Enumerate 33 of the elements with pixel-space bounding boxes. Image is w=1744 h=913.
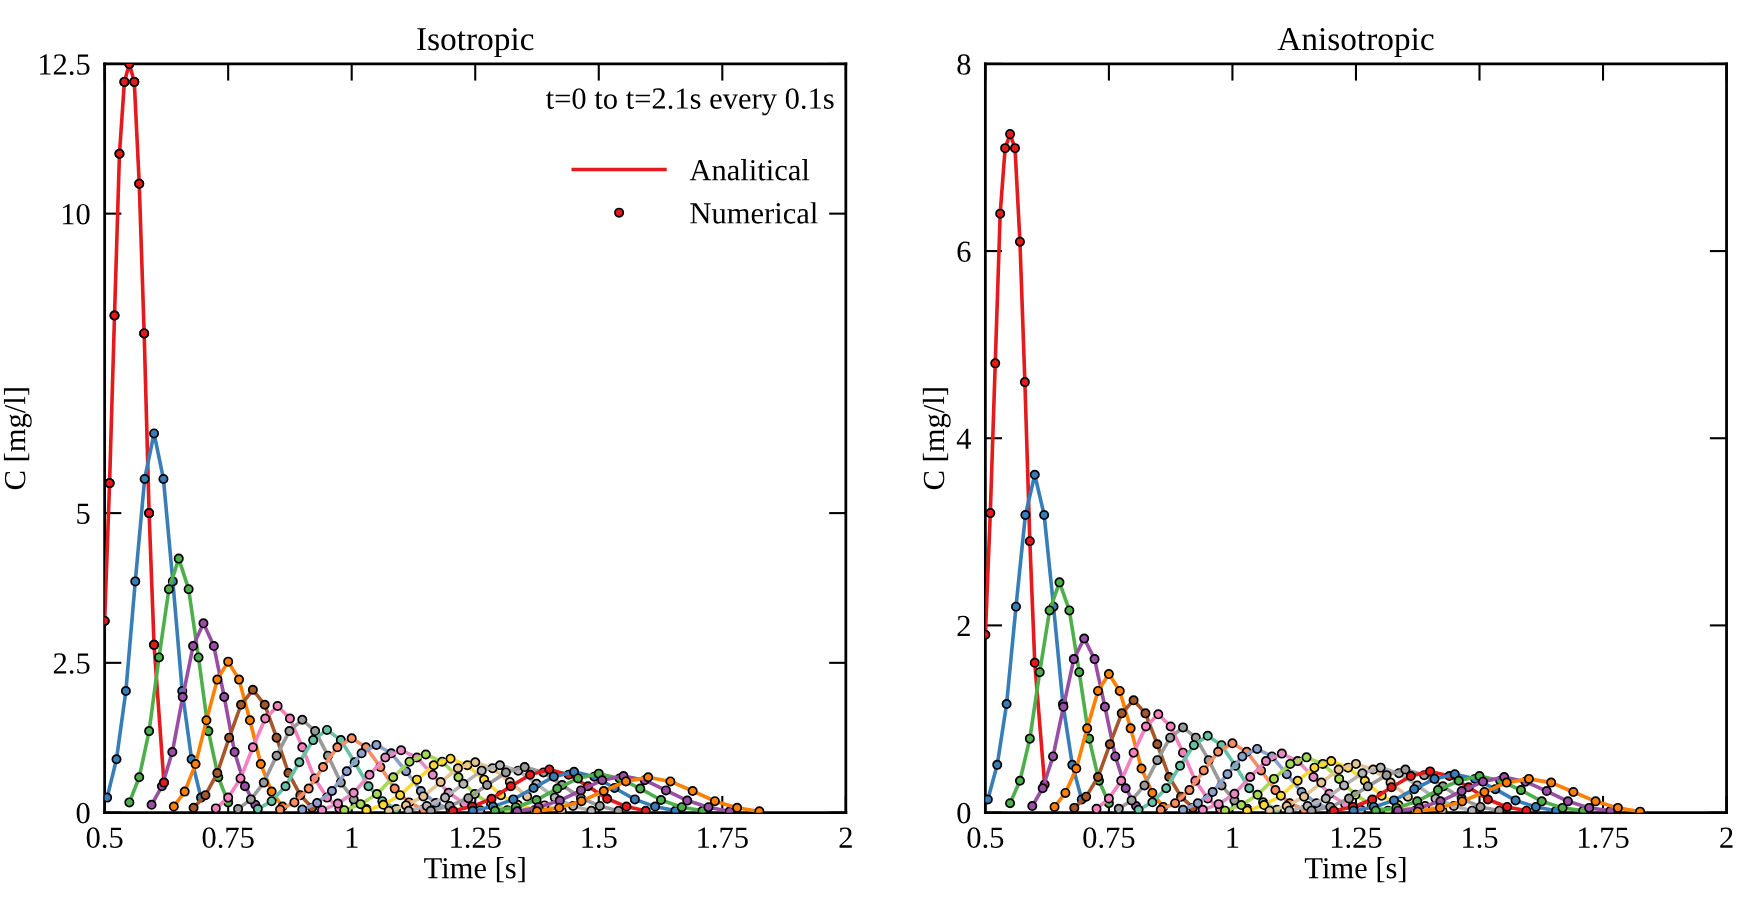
- x-tick-label: 0.75: [202, 827, 254, 849]
- x-tick-label: 1: [346, 827, 358, 848]
- x-tick-label: 2: [1720, 827, 1733, 848]
- y-tick-label: 5: [77, 503, 90, 525]
- y-axis-title: C [mg/l]: [3, 388, 32, 490]
- y-tick-label: 12.5: [39, 54, 90, 75]
- x-axis-title: Time [s]: [424, 856, 525, 883]
- y-axis-title: C [mg/l]: [922, 388, 951, 490]
- y-tick-label: 10: [62, 203, 90, 225]
- y-tick-label: 8: [957, 54, 971, 75]
- x-tick-label: 1.25: [451, 827, 501, 849]
- legend-label: Analitical: [689, 158, 810, 181]
- y-tick-label: 6: [957, 241, 971, 262]
- chart-title: Anisotropic: [1277, 27, 1434, 58]
- x-tick-label: 0.5: [86, 827, 123, 849]
- x-tick-label: 1.75: [698, 827, 748, 849]
- x-axis-title: Time [s]: [1304, 856, 1406, 883]
- x-tick-label: 1.25: [1331, 827, 1382, 849]
- x-tick-label: 1: [1227, 827, 1239, 848]
- x-tick-label: 0.5: [967, 827, 1004, 849]
- x-tick-label: 1.5: [1463, 827, 1498, 849]
- x-tick-label: 1.75: [1578, 827, 1629, 849]
- y-tick-label: 0: [76, 802, 90, 824]
- y-tick-label: 2: [957, 615, 970, 637]
- y-tick-label: 0: [957, 802, 971, 824]
- x-tick-label: 1.5: [582, 827, 617, 849]
- annotation: t=0 to t=2.1s every 0.1s: [545, 88, 834, 116]
- x-tick-label: 2: [839, 827, 852, 848]
- x-tick-label: 0.75: [1083, 827, 1135, 849]
- y-tick-label: 2.5: [53, 653, 90, 674]
- y-tick-label: 4: [956, 428, 971, 449]
- legend-label: Numerical: [690, 202, 818, 224]
- chart-title: Isotropic: [417, 27, 534, 58]
